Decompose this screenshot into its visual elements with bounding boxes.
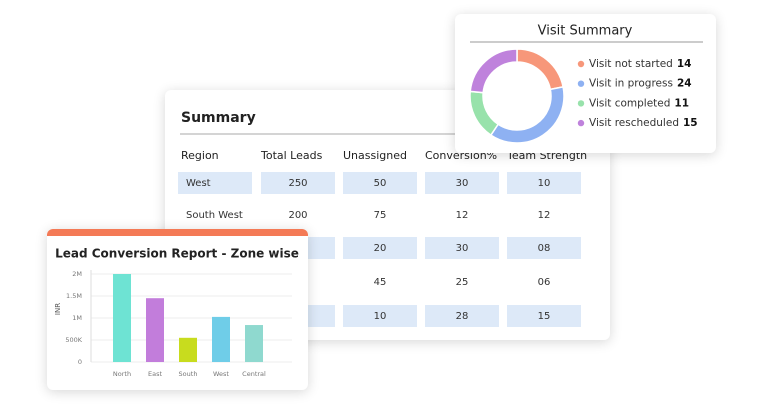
legend-swatch <box>577 119 585 127</box>
bar <box>113 274 131 362</box>
legend-entry: Visit completed 11 <box>589 97 689 109</box>
legend-value: 15 <box>683 117 698 129</box>
table-cell: 15 <box>538 311 551 322</box>
table-cell: 75 <box>374 210 387 221</box>
visit-chart: Visit Summary Visit not started 14 Visit i… <box>469 24 703 144</box>
pie-slice <box>516 48 564 91</box>
table-cell: 10 <box>538 178 551 189</box>
legend-entry: Visit in progress 24 <box>589 78 692 90</box>
legend-value: 14 <box>677 58 692 70</box>
table-cell: 250 <box>288 178 307 189</box>
x-tick-label: North <box>113 370 131 378</box>
table-cell: 10 <box>374 311 387 322</box>
x-tick-label: East <box>148 370 162 378</box>
cell-bg <box>178 172 252 194</box>
visit-title: Visit Summary <box>538 24 633 39</box>
table-cell: 200 <box>288 210 307 221</box>
y-tick-label: 1M <box>72 314 82 322</box>
pie-slice <box>489 85 565 144</box>
table-cell: 30 <box>456 178 469 189</box>
bar <box>179 337 197 362</box>
y-tick-label: 1.5M <box>66 292 82 300</box>
cell-bg <box>507 172 581 194</box>
legend-label: Visit in progress <box>589 78 673 90</box>
bar <box>245 325 263 362</box>
cell-bg <box>261 172 335 194</box>
cell-bg <box>507 237 581 259</box>
column-header: Total Leads <box>260 149 323 162</box>
table-cell: 30 <box>456 243 469 254</box>
legend-label: Visit completed <box>589 97 670 109</box>
bar-card: Lead Conversion Report - Zone wise INR 0… <box>47 229 308 390</box>
pie-slice <box>469 90 500 137</box>
column-header: Region <box>181 149 219 162</box>
y-tick-label: 0 <box>78 358 82 366</box>
x-tick-label: West <box>213 370 229 378</box>
table-cell: 12 <box>456 210 469 221</box>
table-cell: 50 <box>374 178 387 189</box>
legend-value: 24 <box>677 78 692 90</box>
cell-bg <box>425 305 499 327</box>
legend-label: Visit rescheduled <box>589 117 679 129</box>
table-cell: 06 <box>538 277 551 288</box>
legend-entry: Visit not started 14 <box>589 58 691 70</box>
visit-card: Visit Summary Visit not started 14 Visit i… <box>455 14 716 153</box>
cell-bg <box>425 172 499 194</box>
legend-value: 11 <box>674 97 689 109</box>
pie-slice <box>469 48 518 94</box>
table-cell: 25 <box>456 277 469 288</box>
legend-swatch <box>577 60 585 68</box>
y-tick-label: 2M <box>72 270 82 278</box>
cell-bg <box>425 237 499 259</box>
summary-title: Summary <box>181 110 256 126</box>
bar-title: Lead Conversion Report - Zone wise <box>55 247 299 261</box>
table-cell: 12 <box>538 210 551 221</box>
table-cell: 28 <box>456 311 469 322</box>
cell-bg <box>343 237 417 259</box>
cell-bg <box>507 305 581 327</box>
table-cell: West <box>186 178 211 189</box>
x-tick-label: Central <box>242 370 266 378</box>
y-axis-label: INR <box>54 303 62 315</box>
legend-swatch <box>577 100 585 107</box>
table-cell: South West <box>186 210 243 221</box>
cell-bg <box>343 172 417 194</box>
y-tick-label: 500K <box>65 336 82 344</box>
table-cell: 08 <box>538 243 551 254</box>
cell-bg <box>343 305 417 327</box>
table-cell: 20 <box>374 243 387 254</box>
x-tick-label: South <box>179 370 198 378</box>
legend-swatch <box>577 80 585 87</box>
table-cell: 45 <box>374 277 387 288</box>
bar <box>212 316 230 362</box>
column-header: Unassigned <box>343 149 407 162</box>
bar-chart: Lead Conversion Report - Zone wise INR 0… <box>54 247 299 379</box>
bar <box>146 298 164 362</box>
legend-label: Visit not started <box>589 58 673 70</box>
legend-entry: Visit rescheduled 15 <box>589 117 698 129</box>
card-stripe <box>47 229 308 236</box>
